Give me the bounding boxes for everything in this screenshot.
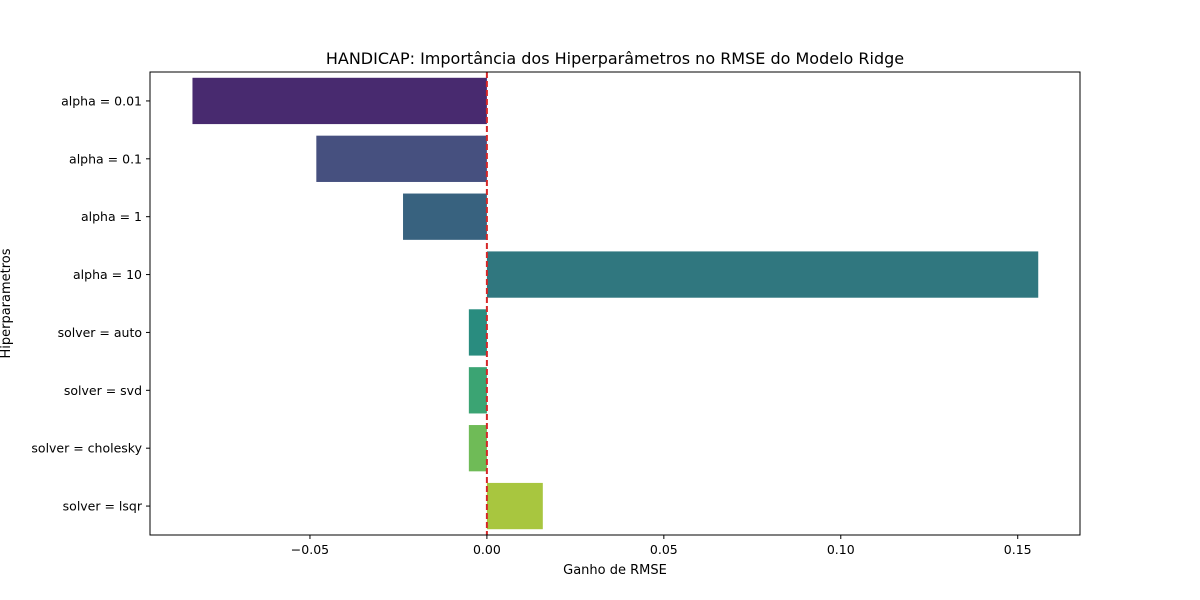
bar-1 — [192, 77, 487, 125]
bar-5 — [468, 309, 487, 356]
bar-6 — [468, 367, 487, 414]
y-tick-label-7: solver = cholesky — [31, 441, 142, 456]
chart-title: HANDICAP: Importância dos Hiperparâmetro… — [326, 49, 904, 68]
bar-8 — [486, 482, 543, 530]
bar-4 — [486, 251, 1039, 298]
y-tick-label-2: alpha = 0.1 — [69, 151, 142, 166]
y-tick-label-3: alpha = 1 — [81, 209, 142, 224]
x-tick-label-3: 0.05 — [650, 542, 678, 557]
x-tick-label-2: 0.00 — [473, 542, 501, 557]
x-axis-label: Ganho de RMSE — [563, 563, 667, 578]
plot-area: alpha = 0.01 alpha = 0.1 alpha = 1 alpha = … — [31, 72, 1039, 557]
x-tick-label-4: 0.10 — [827, 542, 855, 557]
plot-frame — [149, 71, 1081, 536]
bar-3 — [403, 193, 487, 240]
bar-7 — [468, 425, 487, 472]
x-tick-label-5: 0.15 — [1004, 542, 1032, 557]
y-tick-label-1: alpha = 0.01 — [61, 93, 142, 108]
bar-2 — [316, 135, 487, 182]
y-tick-label-8: solver = lsqr — [63, 499, 143, 514]
x-tick-label-1: −0.05 — [291, 542, 329, 557]
y-axis-label: Hiperparametros — [0, 248, 14, 358]
y-tick-label-4: alpha = 10 — [73, 267, 142, 282]
y-tick-label-6: solver = svd — [64, 383, 142, 398]
y-tick-label-5: solver = auto — [58, 325, 142, 340]
